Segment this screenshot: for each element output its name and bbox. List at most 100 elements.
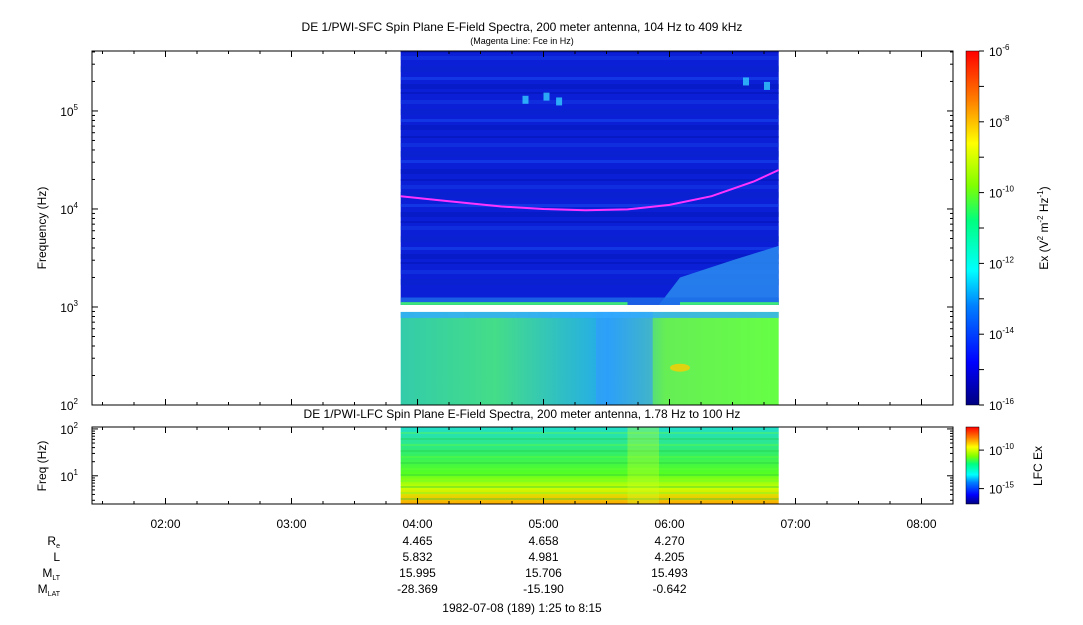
footer-date: 1982-07-08 (189) 1:25 to 8:15 <box>442 601 602 615</box>
ephemeris-value: 15.995 <box>399 566 436 580</box>
colorbar-tick-label: 10-15 <box>989 481 1014 497</box>
top-y-tick-label: 102 <box>60 397 78 413</box>
colorbar-tick-label: 10-6 <box>989 43 1010 59</box>
x-tick-label: 04:00 <box>402 517 432 531</box>
lfc-brighter <box>627 427 659 504</box>
ephemeris-value: 4.205 <box>654 550 684 564</box>
fce-line <box>400 169 780 212</box>
sfc-stripe <box>400 212 779 217</box>
sfc-bottom-edge <box>400 302 628 305</box>
lfc-stripe <box>400 444 779 446</box>
bottom-panel-title: DE 1/PWI-LFC Spin Plane E-Field Spectra,… <box>304 407 741 421</box>
sfc-stripe <box>400 221 779 223</box>
sfc-emission-patch <box>522 95 529 104</box>
sfc-lower-band <box>400 297 779 305</box>
ephemeris-label: MLT <box>42 566 60 582</box>
bottom-spectrogram <box>400 427 779 504</box>
colorbar-tick-label: 10-14 <box>989 326 1014 342</box>
top-colorbar-label: Ex (V2 m-2 Hz-1) <box>1036 186 1051 269</box>
ephemeris-value: 4.981 <box>528 550 558 564</box>
top-y-axis: 102 103 104 105 <box>60 51 953 413</box>
lfc-stripe <box>400 480 779 482</box>
bottom-colorbar-label: LFC Ex <box>1031 446 1045 486</box>
sfc-stripe <box>400 270 779 274</box>
sfc-stripe <box>400 125 779 130</box>
sfc-emission-region <box>659 245 779 305</box>
sfc-stripe <box>400 143 779 147</box>
ephemeris-value: 4.465 <box>402 534 432 548</box>
lfc-stripe <box>400 486 779 488</box>
sfc-stripe <box>400 66 779 72</box>
lfc-stripe <box>400 432 779 434</box>
top-spectrogram <box>400 51 780 405</box>
lfc-stripe <box>400 456 779 458</box>
bottom-y-tick-label: 101 <box>60 468 78 484</box>
ephemeris-value: 4.658 <box>528 534 558 548</box>
top-y-tick-label: 103 <box>60 299 78 315</box>
sfc-low-band <box>400 311 779 405</box>
sfc-stripe <box>400 179 779 181</box>
lfc-stripe <box>400 438 779 440</box>
ephemeris-value: 5.832 <box>402 550 432 564</box>
sfc-stripe <box>400 160 779 163</box>
sfc-stripe <box>400 84 779 89</box>
sfc-stripe <box>400 51 779 53</box>
sfc-stripe <box>400 254 779 259</box>
bottom-y-tick-label: 102 <box>60 421 78 437</box>
sfc-emission-patch <box>764 81 770 90</box>
bottom-y-axis: 101 102 <box>60 421 953 501</box>
sfc-stripe <box>400 77 779 80</box>
bottom-colorbar <box>965 426 980 505</box>
sfc-stripe <box>400 109 779 115</box>
top-panel-subtitle: (Magenta Line: Fce in Hz) <box>470 36 574 46</box>
lfc-band <box>400 427 779 504</box>
sfc-stripe <box>400 192 779 198</box>
top-panel-title: DE 1/PWI-SFC Spin Plane E-Field Spectra,… <box>302 20 743 34</box>
sfc-stripe <box>400 119 779 122</box>
top-colorbar <box>965 50 980 406</box>
sfc-stripe <box>400 151 779 157</box>
lfc-stripe <box>400 492 779 494</box>
x-tick-label: 08:00 <box>906 517 936 531</box>
sfc-hot-spot <box>670 363 690 372</box>
lfc-stripe <box>400 450 779 452</box>
bottom-y-axis-label: Freq (Hz) <box>35 441 49 492</box>
sfc-low-dip <box>596 311 653 405</box>
top-plot-frame <box>91 50 954 406</box>
sfc-stripe <box>400 169 779 174</box>
ephemeris-value: 15.706 <box>525 566 562 580</box>
sfc-stripe <box>400 136 779 138</box>
sfc-emission-patch <box>743 77 749 86</box>
lfc-stripe <box>400 462 779 464</box>
x-tick-label: 05:00 <box>528 517 558 531</box>
colorbar-tick-label: 10-8 <box>989 114 1010 130</box>
lfc-stripe <box>400 498 779 500</box>
sfc-stripe <box>400 56 779 60</box>
x-tick-label: 06:00 <box>654 517 684 531</box>
top-y-axis-label: Frequency (Hz) <box>35 187 49 270</box>
ephemeris-label: MLAT <box>38 582 61 598</box>
lfc-stripe <box>400 474 779 476</box>
colorbar-tick-label: 10-10 <box>989 185 1014 201</box>
x-tick-label: 03:00 <box>276 517 306 531</box>
ephemeris-label: L <box>53 550 60 564</box>
lfc-stripe <box>400 468 779 470</box>
sfc-stripe <box>400 226 779 230</box>
sfc-emission-patch <box>543 92 550 101</box>
sfc-stripe <box>400 92 779 94</box>
time-axis: 02:00 03:00 04:00 05:00 06:00 07:00 08:00 <box>102 51 954 531</box>
sfc-stripe <box>400 185 779 189</box>
ephemeris-value: 4.270 <box>654 534 684 548</box>
ephemeris-table: Re 4.465 4.658 4.270 L 5.832 4.981 4.205 MLT 15.9… <box>38 534 689 598</box>
ephemeris-value: -15.190 <box>523 582 564 596</box>
sfc-emission-patch <box>556 97 563 106</box>
x-tick-label: 02:00 <box>150 517 180 531</box>
top-y-tick-label: 104 <box>60 201 78 217</box>
colorbar-tick-label: 10-16 <box>989 397 1014 413</box>
sfc-stripe <box>400 204 779 207</box>
ephemeris-value: -0.642 <box>652 582 686 596</box>
sfc-stripe <box>400 262 779 264</box>
colorbar-tick-label: 10-12 <box>989 255 1014 271</box>
